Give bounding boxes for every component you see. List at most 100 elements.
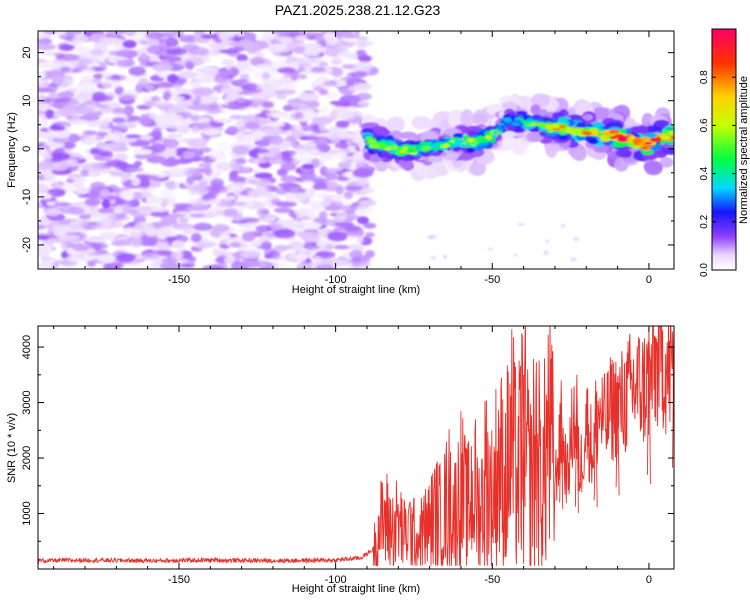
noise-blob [240,251,262,259]
signal-blob [537,124,547,128]
noise-blob [230,182,247,192]
noise-blob [352,167,374,178]
noise-blob [487,247,493,251]
signal-blob [572,148,587,161]
noise-blob [80,75,98,80]
noise-blob [186,138,208,149]
noise-blob [256,207,270,218]
noise-blob [301,63,312,68]
noise-blob [281,151,290,157]
noise-blob [325,39,336,47]
noise-blob [119,190,135,200]
noise-blob [72,243,89,252]
colorbar-tick-label: 0.8 [699,70,710,84]
noise-blob [302,143,318,148]
noise-blob [53,148,65,153]
noise-blob [108,220,123,228]
noise-blob [208,198,222,205]
noise-blob [101,79,121,89]
heatmap-xlabel: Height of straight line (km) [292,284,420,296]
noise-blob [61,240,76,247]
noise-blob [210,206,224,217]
noise-blob [319,244,334,252]
noise-blob [189,205,211,212]
noise-blob [560,224,566,228]
noise-blob [159,261,181,269]
noise-blob [294,125,303,131]
noise-blob [99,105,114,114]
noise-blob [221,165,236,172]
noise-blob [297,32,320,37]
noise-blob [254,63,272,70]
colorbar-tick-label: 0.0 [699,263,710,277]
noise-blob [87,260,96,267]
noise-blob [161,138,180,149]
noise-blob [352,261,371,268]
noise-blob [58,91,75,99]
noise-blob [300,231,320,242]
noise-blob [147,45,164,55]
noise-blob [324,171,338,181]
noise-blob [59,66,71,73]
noise-blob [177,71,198,79]
noise-blob [201,199,212,205]
noise-blob [295,253,307,263]
signal-blob [369,154,382,163]
noise-blob [323,167,343,174]
noise-blob [53,182,63,190]
snr-spike [574,374,579,513]
snr-xtick-label: 0 [646,574,652,586]
noise-blob [357,43,367,49]
signal-blob [631,138,640,144]
noise-blob [149,113,159,120]
noise-blob [146,181,162,188]
noise-blob [279,61,291,70]
noise-blob [100,143,110,150]
noise-blob [247,97,270,104]
noise-blob [269,146,281,155]
noise-blob [232,145,250,155]
noise-blob [165,31,176,39]
noise-blob [101,221,111,228]
signal-blob [447,110,465,128]
signal-blob [380,145,388,149]
noise-blob [194,242,209,250]
noise-blob [84,197,101,206]
noise-blob [38,245,53,255]
signal-blob [626,141,635,147]
noise-blob [38,234,51,240]
noise-blob [182,150,195,159]
signal-blob [582,131,593,136]
noise-blob [315,264,335,269]
noise-blob [116,59,136,68]
noise-blob [94,136,103,141]
heatmap-noise-blobs [38,31,579,269]
heatmap-xtick-label: -50 [484,274,500,286]
signal-blob [661,135,671,140]
noise-blob [193,222,213,231]
noise-blob [251,178,271,187]
noise-blob [65,255,88,263]
noise-blob [190,114,201,122]
noise-blob [85,238,106,243]
noise-blob [209,150,227,161]
noise-blob [193,31,205,36]
noise-blob [266,194,280,200]
noise-blob [363,222,377,229]
noise-blob [229,242,241,248]
noise-blob [99,231,120,239]
noise-blob [244,121,260,130]
noise-blob [100,119,109,129]
noise-blob [171,240,185,249]
signal-blob [491,130,500,135]
signal-blob [530,104,541,115]
noise-blob [80,169,89,177]
noise-blob [59,234,80,241]
noise-blob [280,219,302,228]
noise-blob [45,109,54,119]
signal-blob [411,115,432,130]
noise-blob [337,161,352,169]
noise-blob [274,47,291,53]
noise-blob [46,201,56,206]
